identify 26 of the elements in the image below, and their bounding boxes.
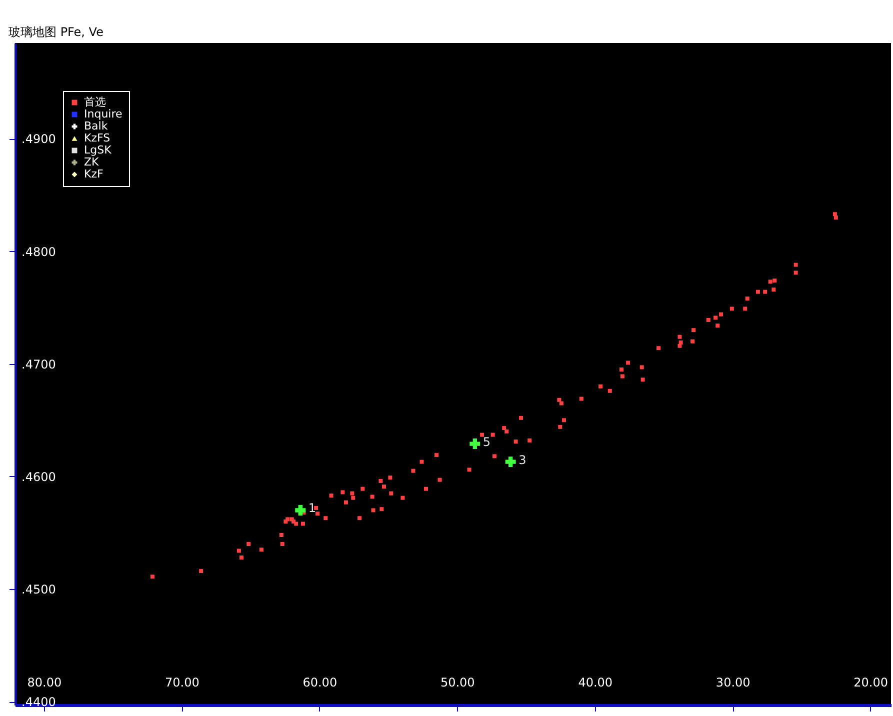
point xyxy=(295,504,306,516)
point xyxy=(505,456,516,468)
annotation: 1 xyxy=(308,501,316,516)
point xyxy=(470,438,480,450)
y-tick-label: .4800 xyxy=(22,244,56,259)
chart-title: 玻璃地图 PFe, Ve xyxy=(8,25,104,39)
x-tick-label: 40.00 xyxy=(578,676,613,690)
x-tick-label: 60.00 xyxy=(302,676,338,690)
x-tick-label: 70.00 xyxy=(164,676,200,690)
x-tick-label: 80.00 xyxy=(27,676,62,690)
y-tick-label: .4600 xyxy=(22,470,56,484)
x-tick-label: 30.00 xyxy=(716,676,750,690)
legend-label: Inquire xyxy=(84,108,123,120)
x-tick-label: 50.00 xyxy=(440,676,475,690)
y-tick-label: .4700 xyxy=(22,357,56,372)
legend-label: KzF xyxy=(84,168,104,180)
annotation: 5 xyxy=(482,434,491,449)
x-tick-label: 20.00 xyxy=(854,676,888,690)
legend-label: KzFS xyxy=(84,132,110,144)
legend-label: ZK xyxy=(84,156,100,168)
legend-label: LgSK xyxy=(84,144,112,156)
y-tick-label: .4500 xyxy=(22,582,56,597)
legend-label: 首选 xyxy=(84,96,106,108)
y-tick-label: .4900 xyxy=(22,132,56,146)
annotation: 3 xyxy=(518,452,526,467)
legend-label: Balk xyxy=(84,120,108,132)
